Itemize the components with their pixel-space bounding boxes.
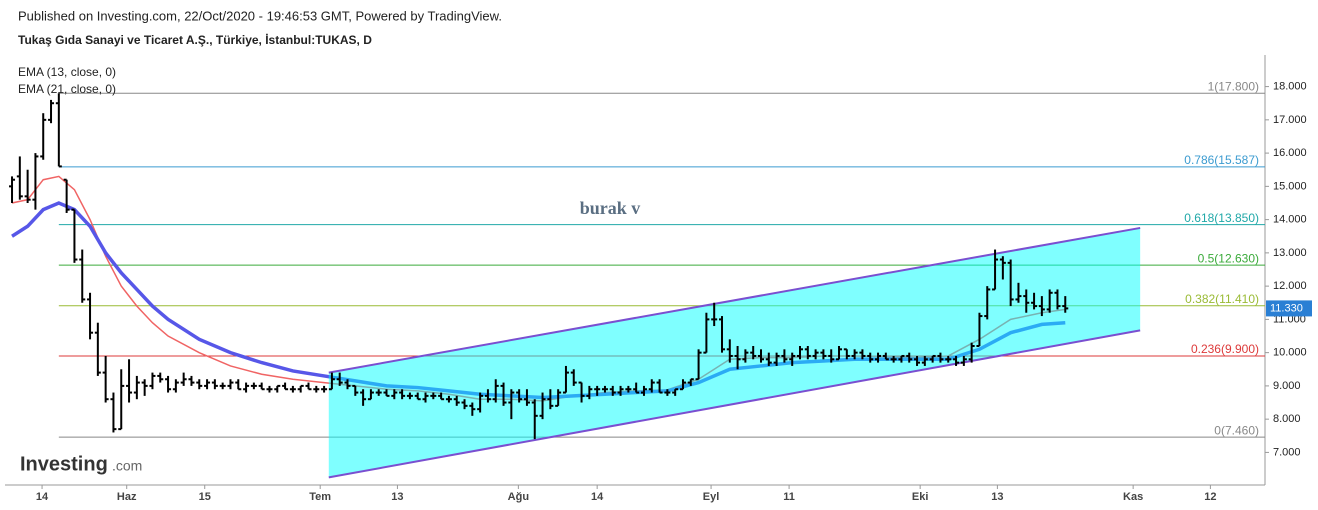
x-tick-label: 15 [199, 491, 211, 503]
x-tick-label: Tem [309, 491, 331, 503]
y-tick-label: 9.000 [1273, 380, 1301, 392]
fib-label: 0.382(11.410) [1185, 292, 1259, 306]
fib-label: 0.786(15.587) [1184, 153, 1259, 167]
y-tick-label: 14.000 [1273, 214, 1307, 226]
annotation: burak v [580, 198, 641, 218]
y-tick-label: 15.000 [1273, 180, 1307, 192]
y-tick-label: 12.000 [1273, 280, 1307, 292]
x-tick-label: Ağu [508, 491, 529, 503]
x-tick-label: 14 [591, 491, 604, 503]
x-tick-label: 13 [391, 491, 403, 503]
legend-label: EMA (21, close, 0) [18, 82, 116, 96]
fib-label: 0.618(13.850) [1184, 211, 1259, 225]
x-tick-label: 14 [36, 491, 49, 503]
y-tick-label: 10.000 [1273, 347, 1307, 359]
y-tick-label: 7.000 [1273, 446, 1301, 458]
y-tick-label: 17.000 [1273, 114, 1307, 126]
legend-label: EMA (13, close, 0) [18, 65, 116, 79]
channel-edge [328, 226, 1141, 374]
last-price-label: 11.330 [1270, 302, 1303, 314]
header: Published on Investing.com, 22/Oct/2020 … [18, 8, 502, 23]
fib-label: 1(17.800) [1208, 79, 1259, 93]
x-tick-label: 13 [991, 491, 1003, 503]
logo-suffix: .com [112, 458, 142, 474]
x-tick-label: Kas [1123, 491, 1143, 503]
x-tick-label: Haz [117, 491, 137, 503]
y-tick-label: 16.000 [1273, 147, 1307, 159]
fib-label: 0(7.460) [1214, 423, 1259, 437]
x-tick-label: Eyl [703, 491, 720, 503]
fib-label: 0.5(12.630) [1198, 251, 1259, 265]
fib-label: 0.236(9.900) [1191, 342, 1259, 356]
channel [328, 227, 1141, 478]
logo: Investing [20, 453, 108, 475]
x-tick-label: 11 [783, 491, 795, 503]
y-tick-label: 8.000 [1273, 413, 1301, 425]
x-tick-label: Eki [912, 491, 929, 503]
y-tick-label: 18.000 [1273, 80, 1307, 92]
y-tick-label: 13.000 [1273, 247, 1307, 259]
channel-edge [328, 329, 1141, 479]
last-price-box [1266, 300, 1312, 317]
chart-title: Tukaş Gıda Sanayi ve Ticaret A.Ş., Türki… [18, 32, 372, 47]
x-tick-label: 12 [1204, 491, 1216, 503]
